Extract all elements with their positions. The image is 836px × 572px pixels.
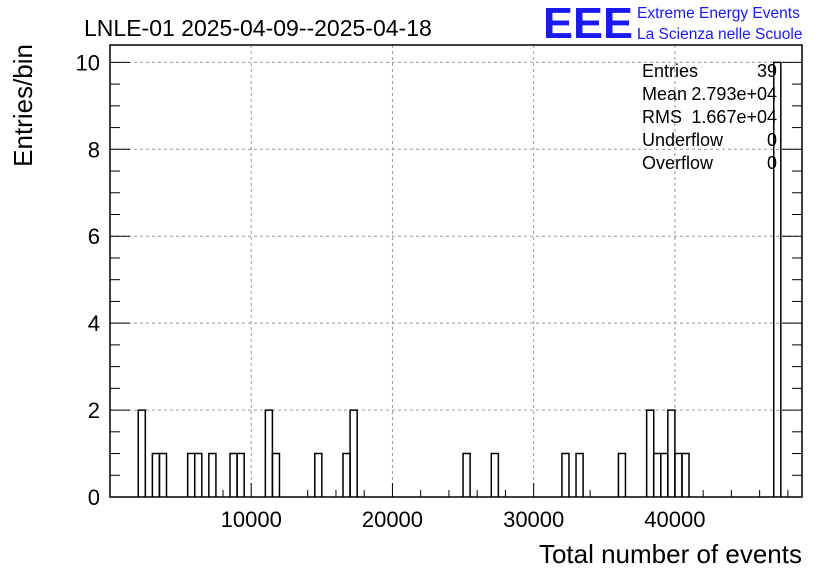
histogram-bar [208, 452, 217, 497]
y-tick-label: 6 [88, 224, 100, 249]
histogram-bar [236, 452, 245, 497]
chart-title: LNLE-01 2025-04-09--2025-04-18 [84, 15, 432, 41]
grid-lines [110, 45, 802, 497]
stats-label-entries: Entries [642, 61, 698, 81]
eee-logo-line2: La Scienza nelle Scuole [637, 26, 802, 43]
stats-box: Entries 39 Mean 2.793e+04 RMS 1.667e+04 … [642, 61, 777, 173]
histogram-bar [660, 452, 669, 497]
stats-label-overflow: Overflow [642, 153, 714, 173]
histogram-bar [342, 452, 351, 497]
y-tick-label: 2 [88, 398, 100, 423]
stats-value-entries: 39 [757, 61, 777, 81]
histogram-bar [229, 452, 238, 497]
x-tick-label: 40000 [644, 507, 705, 532]
histogram-bar [490, 452, 500, 497]
y-axis-label: Entries/bin [8, 44, 38, 167]
histogram-bar [314, 452, 323, 497]
histogram-bar [773, 61, 782, 497]
histogram-bar [617, 452, 627, 497]
histogram-bar [575, 452, 584, 497]
stats-value-underflow: 0 [767, 130, 777, 150]
histogram-bar [462, 452, 471, 497]
y-tick-label: 8 [88, 137, 100, 162]
histogram-bar [151, 452, 161, 497]
histogram-bar [652, 452, 662, 497]
histogram-bar [561, 452, 570, 497]
histogram-bar [264, 409, 274, 497]
stats-label-mean: Mean [642, 84, 687, 104]
stats-value-mean: 2.793e+04 [691, 84, 777, 104]
histogram-bar [667, 409, 676, 497]
axis-ticks [109, 61, 802, 498]
stats-label-underflow: Underflow [642, 130, 724, 150]
x-tick-label: 30000 [503, 507, 564, 532]
stats-value-rms: 1.667e+04 [691, 107, 777, 127]
x-tick-label: 10000 [221, 507, 282, 532]
histogram-bar [674, 452, 683, 497]
histogram-bar [193, 452, 203, 497]
histogram-bar [158, 452, 168, 497]
stats-label-rms: RMS [642, 107, 682, 127]
y-tick-label: 10 [76, 50, 100, 75]
histogram-bar [681, 452, 690, 497]
eee-logo-mark: EEE [543, 0, 633, 48]
stats-value-overflow: 0 [767, 153, 777, 173]
histogram-bar [137, 409, 147, 497]
plot-frame [109, 44, 803, 498]
histogram-bar [271, 452, 281, 497]
axis-tick-labels: 10000 20000 30000 40000 0 2 4 6 8 10 [76, 50, 706, 532]
eee-logo-line1: Extreme Energy Events [637, 5, 800, 22]
histogram-bar [349, 409, 358, 497]
histogram-bars [137, 61, 782, 497]
x-axis-label: Total number of events [539, 539, 802, 569]
histogram-bar [645, 409, 655, 497]
y-tick-label: 0 [88, 485, 100, 510]
x-tick-label: 20000 [362, 507, 423, 532]
eee-logo: EEE Extreme Energy Events La Scienza nel… [543, 0, 802, 48]
y-tick-label: 4 [88, 311, 100, 336]
histogram-bar [186, 452, 196, 497]
